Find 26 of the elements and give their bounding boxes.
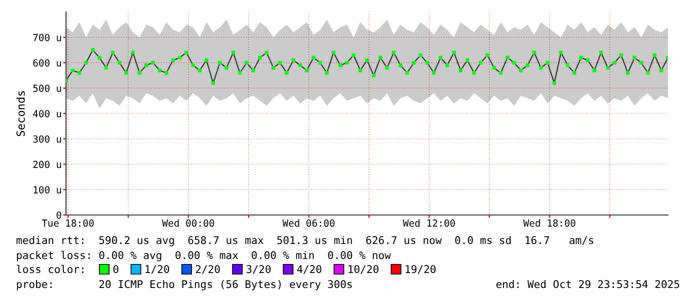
legend-label: 1/20 <box>146 265 170 274</box>
text: packet loss: 0.00 % avg 0.00 % max 0.00 % min 0.00 % now <box>16 250 391 262</box>
x-tick-label: Wed 06:00 <box>282 219 335 227</box>
y-tick-label: 0 <box>56 212 62 219</box>
legend-label: 2/20 <box>196 265 220 274</box>
text: probe: 20 ICMP Echo Pings (56 Bytes) every 300s <box>16 280 352 290</box>
text: end: Wed Oct 29 23:53:54 2025 <box>496 280 680 288</box>
y-tick-label: 700 u <box>33 34 61 42</box>
text: median rtt: 590.2 us avg 658.7 us max 501.3 us min 626.7 us now 0.0 ms sd 16.7 am/s <box>16 236 594 246</box>
y-tick-label: 300 u <box>33 135 61 143</box>
y-tick-label: 600 u <box>33 59 61 67</box>
legend-title: loss color: <box>16 264 84 274</box>
legend-label: 4/20 <box>297 265 322 274</box>
y-tick-label: 100 u <box>34 186 61 194</box>
x-tick-label: Wed 00:00 <box>162 219 214 227</box>
y-tick-label: 500 u <box>33 84 61 92</box>
legend-label: 19/20 <box>406 265 436 274</box>
x-tick-label: Tue 18:00 <box>42 219 94 227</box>
legend-label: 3/20 <box>246 265 271 274</box>
y-axis-title: Seconds <box>16 91 25 136</box>
y-tick-label: 400 u <box>33 110 61 118</box>
legend-label: 10/20 <box>348 265 378 274</box>
x-tick-label: Wed 12:00 <box>402 219 455 227</box>
legend-label: 0 <box>113 265 118 274</box>
x-tick-label: Wed 18:00 <box>523 219 576 227</box>
y-tick-label: 200 u <box>33 160 61 168</box>
